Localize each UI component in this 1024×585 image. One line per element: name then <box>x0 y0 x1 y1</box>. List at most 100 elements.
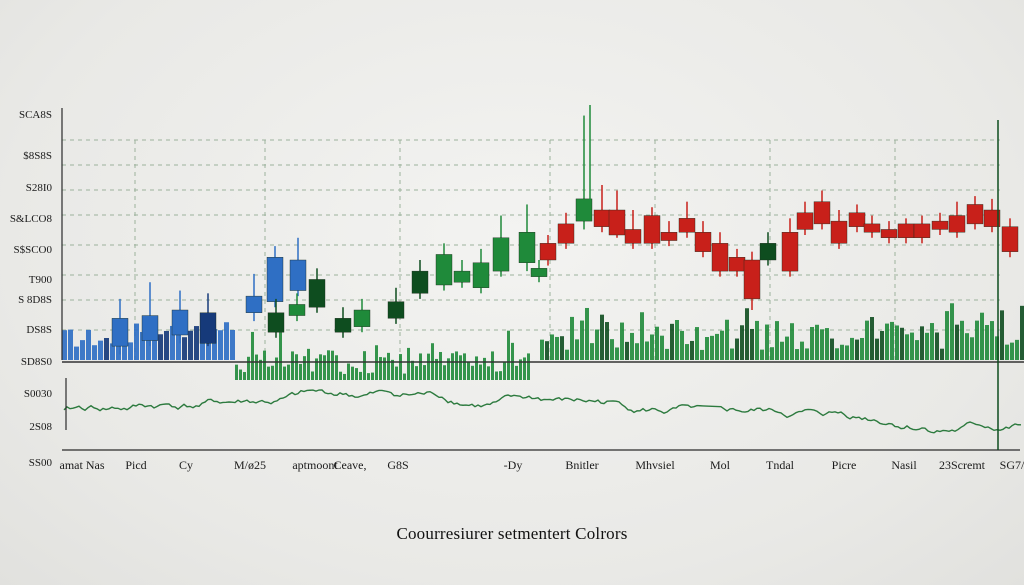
volume-bar <box>540 339 544 360</box>
volume-bar <box>275 357 278 380</box>
x-tick-label: Nasil <box>891 458 917 472</box>
volume-bar <box>80 340 85 360</box>
candle-body <box>593 209 611 227</box>
price-line <box>63 389 1022 434</box>
candle-body <box>931 220 949 230</box>
volume-bar <box>960 320 964 360</box>
candle-body <box>660 232 678 241</box>
volume-bar <box>279 332 282 380</box>
y-tick-label: SD8S0 <box>21 356 53 368</box>
volume-bar <box>395 366 398 380</box>
volume-bar <box>347 363 350 380</box>
volume-bar <box>840 344 844 360</box>
volume-bar <box>323 355 326 380</box>
volume-bar <box>1010 342 1014 360</box>
x-tick-label: SG7/ <box>1000 458 1024 472</box>
volume-bar <box>140 331 145 360</box>
chart-caption: Coourresiurer setmentert Colrors <box>396 524 628 543</box>
x-tick-label: Bnitler <box>565 458 598 472</box>
volume-bar <box>230 329 235 360</box>
volume-bar <box>655 326 659 360</box>
volume-bar <box>770 347 774 360</box>
x-tick-label: G8S <box>387 458 408 472</box>
volume-bar <box>62 330 67 360</box>
volume-bar <box>479 364 482 380</box>
price-line-panel <box>63 389 1022 434</box>
volume-bar <box>665 348 669 360</box>
volume-bar <box>164 330 169 360</box>
candle-body <box>897 223 915 238</box>
chart-axes <box>61 105 1020 451</box>
candle-body <box>759 243 777 261</box>
volume-bar <box>218 330 223 360</box>
volume-bar <box>625 341 629 360</box>
volume-bar <box>595 329 599 360</box>
volume-bar <box>515 365 518 380</box>
candle-body <box>728 257 746 272</box>
volume-bar <box>1015 339 1019 360</box>
volume-bar <box>399 354 402 380</box>
volume-bar <box>439 351 442 380</box>
volume-bar <box>995 336 999 360</box>
volume-bar <box>635 343 639 360</box>
candle-body <box>334 318 352 333</box>
volume-bar <box>715 333 719 360</box>
volume-bar <box>471 365 474 380</box>
y-tick-label: SS00 <box>29 457 53 469</box>
volume-bar <box>224 322 229 360</box>
volume-bar <box>355 368 358 380</box>
x-tick-label: 23Scremt <box>939 458 986 472</box>
volume-bar <box>527 353 530 380</box>
volume-bar <box>580 320 584 360</box>
volume-bar <box>200 332 205 360</box>
volume-bar <box>1020 305 1024 360</box>
volume-bar <box>331 350 334 380</box>
volume-bar <box>403 373 406 380</box>
volume-bar <box>86 329 91 360</box>
volume-bar <box>68 329 73 360</box>
candle-body <box>848 212 866 227</box>
volume-bar <box>620 322 624 360</box>
volume-bar <box>467 361 470 380</box>
volume-bar <box>307 348 310 380</box>
volume-bar <box>745 308 749 360</box>
volume-bar <box>680 330 684 360</box>
volume-bar <box>830 338 834 360</box>
volume-bar <box>335 355 338 380</box>
volume-bar <box>495 371 498 380</box>
volume-bar <box>251 331 254 380</box>
candle-body <box>557 223 575 244</box>
volume-bar <box>730 348 734 360</box>
volume-bar <box>475 356 478 380</box>
volume-bar <box>104 337 109 360</box>
volume-bar <box>259 359 262 380</box>
volume-bar <box>865 320 869 360</box>
volume-bar <box>483 357 486 380</box>
x-tick-label: Picd <box>125 458 146 472</box>
volume-bar <box>92 345 97 360</box>
x-tick-label: M/ø25 <box>234 458 266 472</box>
volume-bar <box>176 334 181 360</box>
volume-bar <box>790 323 794 360</box>
volume-bar <box>565 349 569 360</box>
volume-bar <box>371 372 374 380</box>
candle-body <box>518 232 536 263</box>
volume-bar <box>415 366 418 380</box>
candle-body <box>472 262 490 288</box>
candle-body <box>711 243 729 272</box>
y-tick-label: S0030 <box>24 388 53 400</box>
y-tick-label: $8S8S <box>23 150 52 162</box>
volume-bar <box>860 337 864 360</box>
volume-bar <box>950 303 954 360</box>
volume-bar <box>905 334 909 360</box>
volume-bar <box>247 356 250 380</box>
candle-body <box>813 201 831 225</box>
volume-bar <box>170 325 175 360</box>
candle-body <box>880 229 898 238</box>
volume-bar <box>283 366 286 380</box>
candle-body <box>608 209 626 236</box>
volume-bar <box>990 321 994 360</box>
y-tick-labels: SCA8S $8S8S S28I0 S&LCO8 S$SCO0 T900 S 8D8S DS8… <box>10 109 53 469</box>
volume-bar <box>182 337 187 360</box>
volume-bar <box>545 341 549 360</box>
